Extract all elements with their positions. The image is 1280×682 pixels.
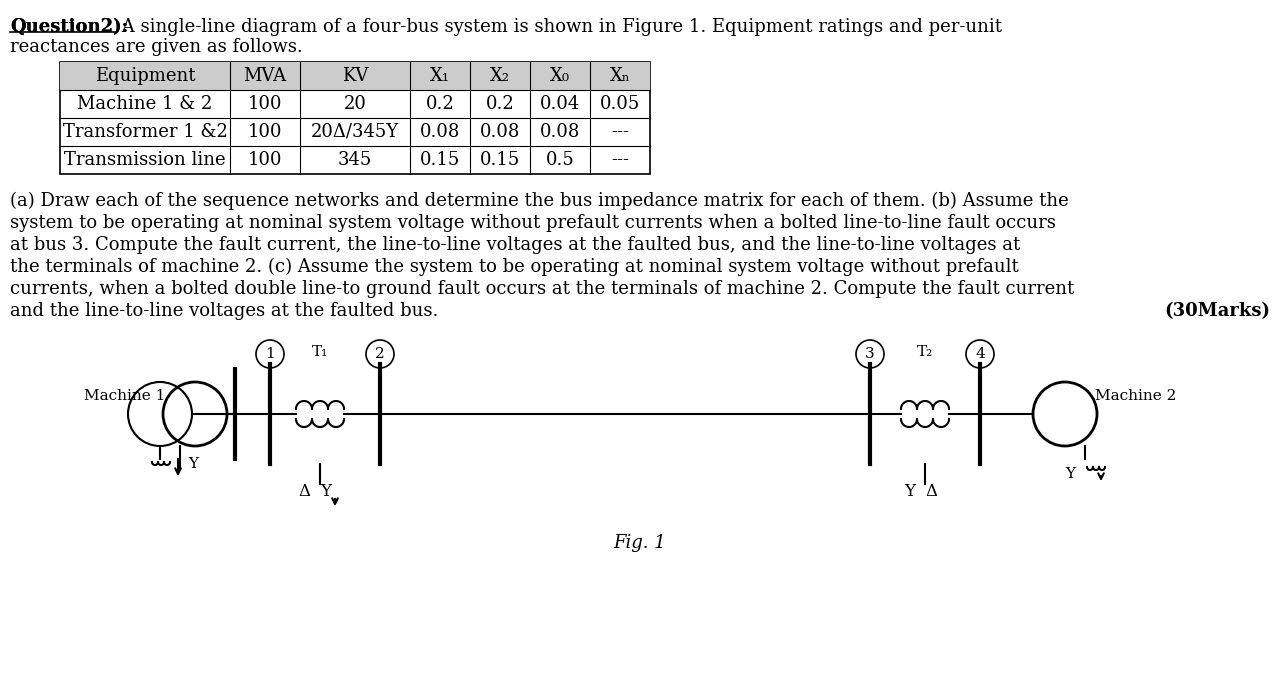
- Text: system to be operating at nominal system voltage without prefault currents when : system to be operating at nominal system…: [10, 214, 1056, 232]
- Text: 0.2: 0.2: [426, 95, 454, 113]
- Text: the terminals of machine 2. (c) Assume the system to be operating at nominal sys: the terminals of machine 2. (c) Assume t…: [10, 258, 1019, 276]
- Bar: [60, 62, 650, 174]
- Text: 0.04: 0.04: [540, 95, 580, 113]
- Text: 100: 100: [248, 151, 283, 169]
- Text: Y: Y: [320, 484, 332, 501]
- Text: X₂: X₂: [490, 67, 509, 85]
- Text: 4: 4: [975, 347, 984, 361]
- Text: Equipment: Equipment: [95, 67, 196, 85]
- Bar: [60, 62, 650, 90]
- Text: 2: 2: [375, 347, 385, 361]
- Text: Δ: Δ: [925, 484, 937, 501]
- Text: Xₙ: Xₙ: [609, 67, 630, 85]
- Text: (30Marks): (30Marks): [1164, 302, 1270, 320]
- Text: 0.2: 0.2: [485, 95, 515, 113]
- Text: Machine 1: Machine 1: [83, 389, 165, 403]
- Text: reactances are given as follows.: reactances are given as follows.: [10, 38, 303, 56]
- Text: 20: 20: [343, 95, 366, 113]
- Text: 100: 100: [248, 123, 283, 141]
- Text: Machine 1 & 2: Machine 1 & 2: [77, 95, 212, 113]
- Text: at bus 3. Compute the fault current, the line-to-line voltages at the faulted bu: at bus 3. Compute the fault current, the…: [10, 236, 1020, 254]
- Text: (a) Draw each of the sequence networks and determine the bus impedance matrix fo: (a) Draw each of the sequence networks a…: [10, 192, 1069, 210]
- Text: KV: KV: [342, 67, 369, 85]
- Text: 0.08: 0.08: [420, 123, 461, 141]
- Text: 0.15: 0.15: [420, 151, 460, 169]
- Text: and the line-to-line voltages at the faulted bus.: and the line-to-line voltages at the fau…: [10, 302, 438, 320]
- Text: 0.5: 0.5: [545, 151, 575, 169]
- Text: Δ: Δ: [298, 484, 310, 501]
- Text: Transmission line: Transmission line: [64, 151, 225, 169]
- Text: Question2):: Question2):: [10, 18, 128, 36]
- Text: ---: ---: [611, 151, 628, 169]
- Text: 345: 345: [338, 151, 372, 169]
- Text: Machine 2: Machine 2: [1094, 389, 1176, 403]
- Text: A single-line diagram of a four-bus system is shown in Figure 1. Equipment ratin: A single-line diagram of a four-bus syst…: [116, 18, 1002, 36]
- Text: 0.08: 0.08: [480, 123, 520, 141]
- Text: 0.05: 0.05: [600, 95, 640, 113]
- Text: Fig. 1: Fig. 1: [613, 534, 667, 552]
- Text: 20Δ/345Y: 20Δ/345Y: [311, 123, 399, 141]
- Text: X₀: X₀: [550, 67, 570, 85]
- Text: T₁: T₁: [312, 345, 328, 359]
- Text: 3: 3: [865, 347, 874, 361]
- Text: MVA: MVA: [243, 67, 287, 85]
- Text: 0.08: 0.08: [540, 123, 580, 141]
- Text: Transformer 1 &2: Transformer 1 &2: [63, 123, 228, 141]
- Text: Y: Y: [188, 457, 198, 471]
- Text: T₂: T₂: [916, 345, 933, 359]
- Text: X₁: X₁: [430, 67, 451, 85]
- Text: 100: 100: [248, 95, 283, 113]
- Text: 0.15: 0.15: [480, 151, 520, 169]
- Text: Question2):: Question2):: [10, 18, 128, 36]
- Text: Y: Y: [904, 484, 915, 501]
- Text: Y: Y: [1065, 467, 1075, 481]
- Text: ---: ---: [611, 123, 628, 141]
- Text: 1: 1: [265, 347, 275, 361]
- Text: currents, when a bolted double line-to ground fault occurs at the terminals of m: currents, when a bolted double line-to g…: [10, 280, 1074, 298]
